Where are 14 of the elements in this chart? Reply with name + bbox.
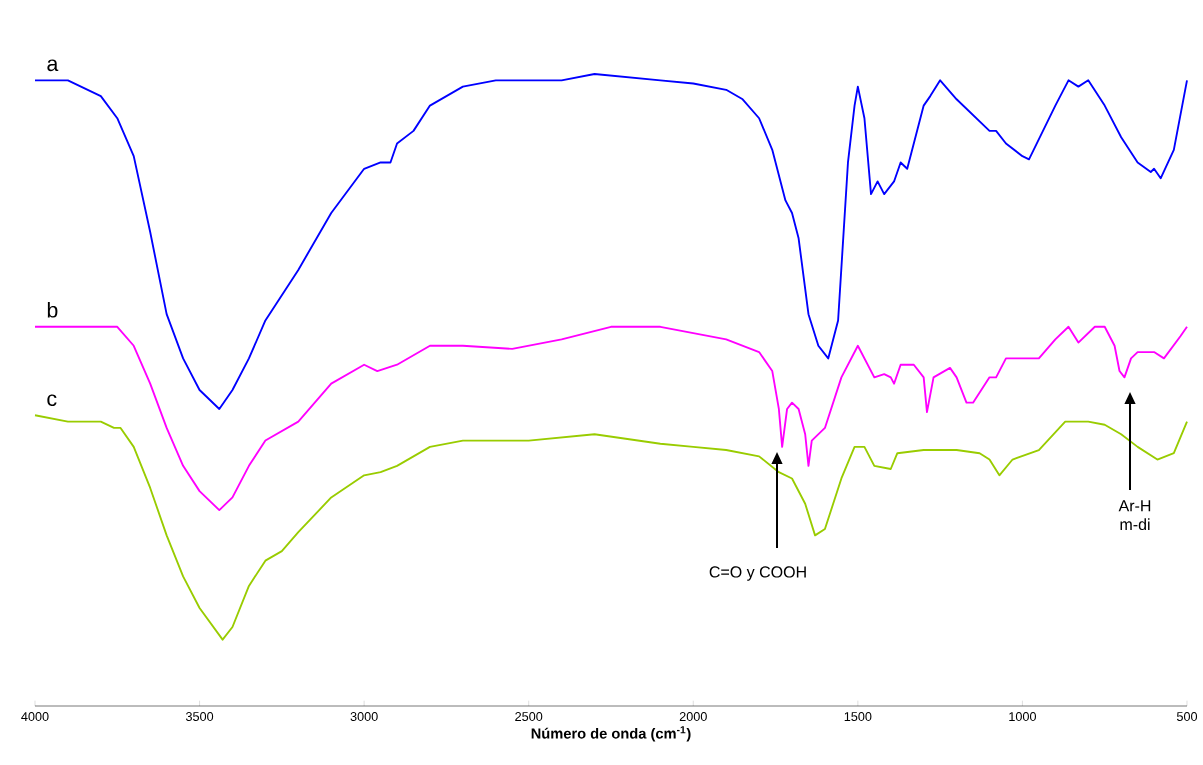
annotation: Ar-H m-di — [1118, 500, 1151, 531]
annotation: C=O y COOH — [709, 566, 806, 581]
x-axis-title: Número de onda (cm$^{-1}$) — [531, 726, 691, 742]
x-tick-label: 2000 — [679, 712, 707, 722]
series-label: b — [47, 301, 58, 318]
series-label: a — [47, 59, 59, 72]
x-tick-label: 3000 — [350, 712, 378, 722]
series-label: c — [47, 394, 57, 407]
x-tick-label: 2500 — [515, 712, 543, 722]
x-tick-label: 3500 — [185, 712, 214, 722]
x-tick-label: 1000 — [1009, 712, 1037, 722]
x-tick-label: 1500 — [844, 712, 872, 722]
x-tick-label: 4000 — [21, 712, 49, 722]
x-tick-label: 500 — [1176, 712, 1198, 722]
